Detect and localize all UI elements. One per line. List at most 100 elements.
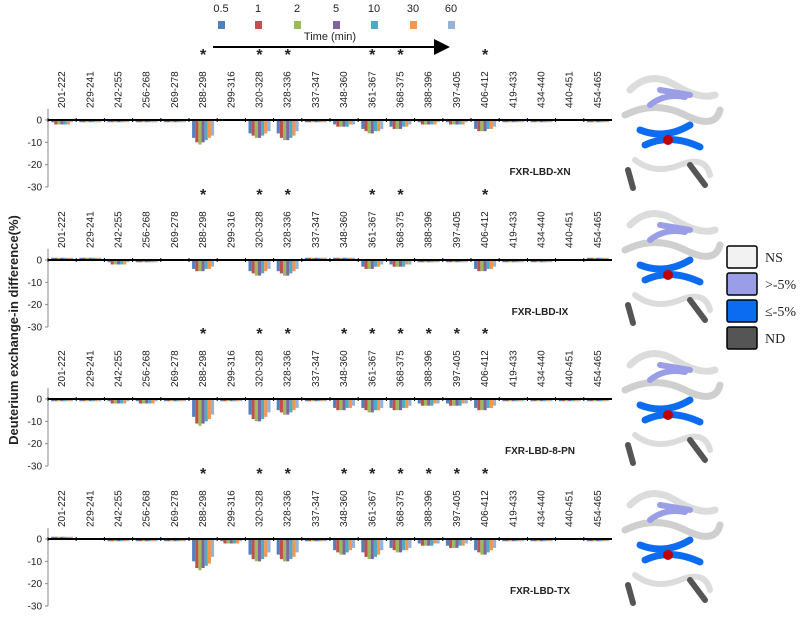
bar xyxy=(339,257,343,260)
bar xyxy=(514,260,519,263)
bar xyxy=(492,120,497,127)
bar xyxy=(593,399,597,402)
bar xyxy=(586,399,591,402)
bar xyxy=(95,120,99,123)
bar xyxy=(82,399,86,402)
bar xyxy=(483,399,487,411)
bar xyxy=(364,120,368,132)
bar xyxy=(135,120,139,123)
bar xyxy=(261,260,265,274)
bar xyxy=(514,539,519,542)
bar xyxy=(511,399,515,402)
protein-ribbon xyxy=(621,519,724,540)
x-tick-label: 419-433 xyxy=(508,71,519,108)
x-tick-label: 419-433 xyxy=(508,490,519,527)
bar xyxy=(345,399,349,408)
bar xyxy=(251,539,255,560)
bar xyxy=(430,399,434,406)
bar xyxy=(304,120,309,123)
bar xyxy=(417,120,421,123)
bar xyxy=(120,120,124,123)
bar xyxy=(596,120,600,123)
bar xyxy=(138,399,142,404)
x-tick-label: 440-451 xyxy=(565,490,576,527)
bar xyxy=(398,120,403,129)
bar xyxy=(392,539,396,551)
significance-marker: * xyxy=(397,47,404,64)
bar xyxy=(458,399,462,406)
bar xyxy=(533,260,537,263)
bar xyxy=(276,539,280,555)
bar xyxy=(232,539,237,544)
bar xyxy=(267,539,271,553)
significance-marker: * xyxy=(426,326,433,343)
y-tick-label: -30 xyxy=(28,323,43,334)
bar xyxy=(602,257,606,260)
bar xyxy=(236,539,240,544)
bar xyxy=(295,120,299,132)
structure-legend-swatch xyxy=(726,326,758,350)
bar xyxy=(508,120,512,123)
bar xyxy=(590,120,594,123)
bar xyxy=(267,399,271,413)
bar xyxy=(477,539,481,553)
bar xyxy=(304,399,309,402)
protein-ribbon xyxy=(632,292,713,313)
bar xyxy=(69,257,74,260)
bar xyxy=(392,120,396,129)
bar xyxy=(261,120,265,136)
bar xyxy=(320,539,324,542)
bar xyxy=(201,539,205,569)
bar xyxy=(123,539,127,542)
bar xyxy=(508,539,512,542)
bar xyxy=(135,260,139,263)
y-tick-label: -10 xyxy=(28,417,43,428)
bar xyxy=(107,260,111,263)
bar xyxy=(141,539,146,542)
bar xyxy=(489,260,493,269)
bar xyxy=(364,539,368,557)
bar xyxy=(486,399,490,408)
bar xyxy=(308,539,312,542)
bar xyxy=(257,539,262,562)
bar xyxy=(279,539,283,560)
y-tick-label: -20 xyxy=(28,579,43,590)
bar xyxy=(204,539,208,566)
bar xyxy=(141,120,146,123)
bar xyxy=(536,120,540,123)
protein-ribbon xyxy=(632,572,713,593)
bar xyxy=(530,539,534,542)
bar xyxy=(82,120,86,123)
bar xyxy=(135,399,139,402)
bar xyxy=(54,257,58,260)
bar xyxy=(220,539,224,542)
bar xyxy=(373,539,378,557)
significance-marker: * xyxy=(256,326,263,343)
bar xyxy=(110,260,114,265)
bar xyxy=(333,257,337,260)
bar xyxy=(486,539,490,553)
bar xyxy=(254,399,258,422)
bar xyxy=(204,399,208,422)
bar xyxy=(170,539,174,542)
x-tick-label: 288-298 xyxy=(198,211,209,248)
x-tick-label: 201-222 xyxy=(57,211,68,248)
bar xyxy=(351,120,356,125)
bar xyxy=(486,120,490,129)
bar xyxy=(436,399,440,404)
bar xyxy=(207,539,211,564)
bar xyxy=(257,120,262,138)
bar xyxy=(521,260,525,263)
bar xyxy=(474,539,478,551)
bar xyxy=(116,399,121,404)
bar xyxy=(69,536,74,539)
bar xyxy=(458,120,462,125)
bar xyxy=(420,539,424,546)
bar xyxy=(63,120,67,125)
bar xyxy=(461,120,465,125)
protein-ribbon xyxy=(621,379,724,400)
bar xyxy=(126,120,130,123)
x-tick-label: 320-328 xyxy=(255,490,266,527)
bar xyxy=(521,120,525,123)
bar xyxy=(389,120,393,127)
